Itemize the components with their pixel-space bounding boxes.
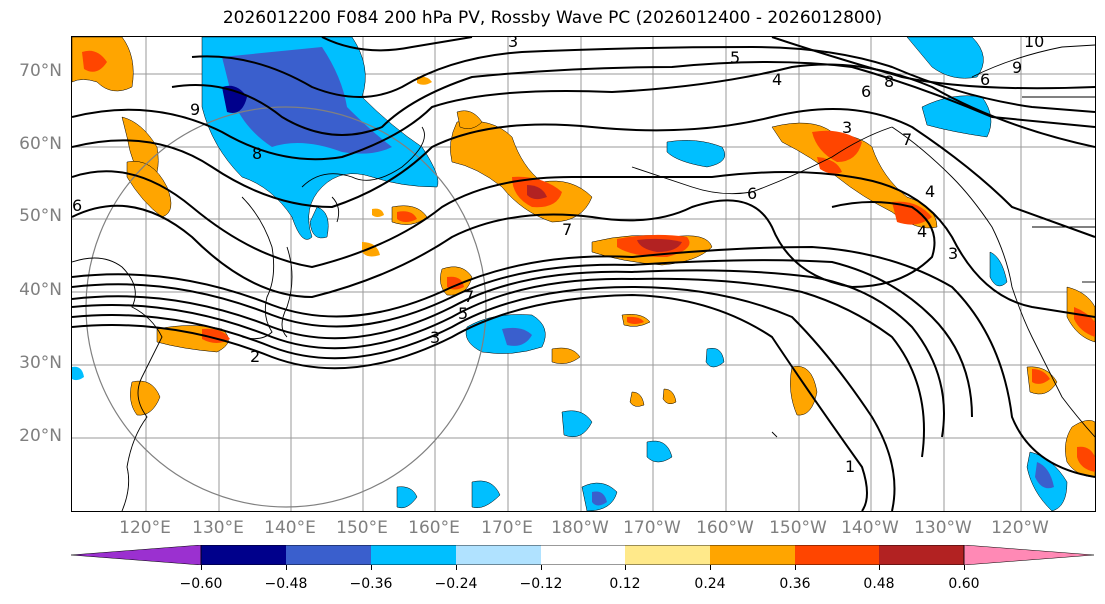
- lon-label-130w: 130°W: [914, 518, 972, 538]
- contour-label: 3: [508, 37, 518, 51]
- lat-label-30n: 30°N: [19, 353, 62, 373]
- colorbar: [71, 545, 1094, 565]
- contour-label: 3: [842, 118, 852, 137]
- contour-label: 7: [464, 287, 474, 306]
- colorbar-tick-label: 0.36: [779, 576, 811, 592]
- height-contours: [72, 37, 1095, 511]
- contour-label: 5: [458, 304, 468, 323]
- contour-label: 6: [747, 184, 757, 203]
- lon-label-170e: 170°E: [481, 518, 533, 538]
- contour-label: 4: [772, 70, 782, 89]
- colorbar-over-triangle: [963, 545, 1094, 565]
- contour-label: 9: [190, 100, 200, 119]
- colorbar-tick-label: 0.60: [948, 576, 980, 592]
- colorbar-tick-label: 0.24: [694, 576, 726, 592]
- contour-labels: 3 5 4 6 8 10 9 3 6 7 8 9 6 7 5 3 4 3 2 1…: [72, 37, 1044, 476]
- colorbar-segment: [879, 545, 964, 565]
- contour-label: 1: [845, 457, 855, 476]
- lon-label-130e: 130°E: [192, 518, 244, 538]
- lat-label-40n: 40°N: [19, 280, 62, 300]
- contour-label: 6: [861, 82, 871, 101]
- contour-label: 10: [1024, 37, 1044, 51]
- colorbar-tick-label: 0.48: [863, 576, 895, 592]
- colorbar-segment: [201, 545, 286, 565]
- lon-label-150e: 150°E: [336, 518, 388, 538]
- colorbar-segment: [625, 545, 710, 565]
- lat-label-50n: 50°N: [19, 206, 62, 226]
- contour-label: 2: [250, 347, 260, 366]
- contour-label: 9: [1012, 58, 1022, 77]
- lon-label-140e: 140°E: [264, 518, 316, 538]
- lon-label-170w: 170°W: [623, 518, 681, 538]
- contour-label: 8: [884, 72, 894, 91]
- colorbar-tick-label: −0.48: [264, 576, 308, 592]
- lat-label-70n: 70°N: [19, 61, 62, 81]
- contour-label: 6: [980, 70, 990, 89]
- contour-label: 7: [562, 220, 572, 239]
- contour-label: 3: [948, 244, 958, 263]
- contour-label: 6: [72, 196, 82, 215]
- map-title: 2026012200 F084 200 hPa PV, Rossby Wave …: [222, 8, 883, 28]
- colorbar-tick-label: 0.12: [609, 576, 641, 592]
- lon-label-140w: 140°W: [841, 518, 899, 538]
- map-panel: 3 5 4 6 8 10 9 3 6 7 8 9 6 7 5 3 4 3 2 1…: [71, 36, 1096, 512]
- colorbar-tick-label: −0.12: [519, 576, 563, 592]
- lon-label-150w: 150°W: [769, 518, 827, 538]
- contour-label: 7: [902, 130, 912, 149]
- contour-label: 5: [730, 48, 740, 67]
- lon-label-160w: 160°W: [696, 518, 754, 538]
- colorbar-segment: [795, 545, 879, 565]
- contour-label: 4: [917, 222, 927, 241]
- colorbar-tick-label: −0.24: [434, 576, 478, 592]
- lat-label-20n: 20°N: [19, 426, 62, 446]
- contour-label: 4: [925, 182, 935, 201]
- contour-label: 8: [252, 144, 262, 163]
- colorbar-segment: [371, 545, 456, 565]
- lon-label-160e: 160°E: [408, 518, 460, 538]
- lon-label-120e: 120°E: [119, 518, 171, 538]
- rossby-wave-circle: [85, 106, 487, 508]
- map-canvas: 3 5 4 6 8 10 9 3 6 7 8 9 6 7 5 3 4 3 2 1…: [72, 37, 1095, 511]
- colorbar-segment: [710, 545, 795, 565]
- colorbar-segment: [286, 545, 371, 565]
- colorbar-under-triangle: [71, 545, 202, 565]
- contour-label: 3: [430, 328, 440, 347]
- lon-label-180w: 180°W: [551, 518, 609, 538]
- colorbar-tick-label: −0.36: [349, 576, 393, 592]
- graticule: [72, 37, 1095, 511]
- colorbar-tick-label: −0.60: [179, 576, 223, 592]
- lon-label-120w: 120°W: [991, 518, 1049, 538]
- lat-label-60n: 60°N: [19, 134, 62, 154]
- colorbar-segment: [456, 545, 541, 565]
- colorbar-segment: [541, 545, 625, 565]
